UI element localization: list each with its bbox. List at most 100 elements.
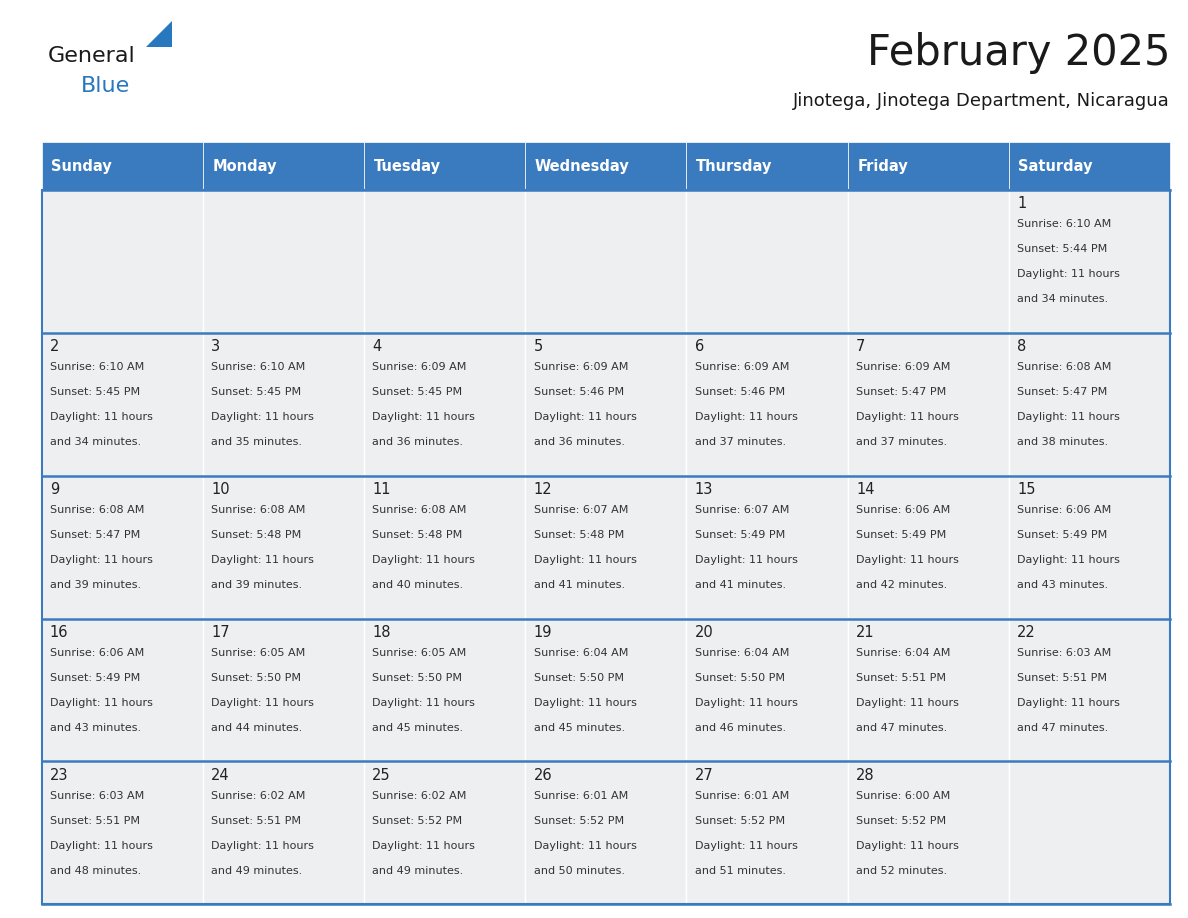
Bar xyxy=(848,619,1009,761)
Bar xyxy=(525,190,687,333)
Text: 10: 10 xyxy=(211,482,229,498)
Text: Daylight: 11 hours: Daylight: 11 hours xyxy=(695,841,797,851)
Text: and 36 minutes.: and 36 minutes. xyxy=(372,437,463,447)
FancyBboxPatch shape xyxy=(364,142,525,190)
Text: Sunrise: 6:10 AM: Sunrise: 6:10 AM xyxy=(211,363,305,372)
Text: and 37 minutes.: and 37 minutes. xyxy=(695,437,786,447)
Text: and 34 minutes.: and 34 minutes. xyxy=(50,437,141,447)
Bar xyxy=(364,190,525,333)
Polygon shape xyxy=(146,21,172,47)
Text: Sunrise: 6:08 AM: Sunrise: 6:08 AM xyxy=(211,505,305,515)
Text: and 46 minutes.: and 46 minutes. xyxy=(695,722,786,733)
Text: Sunset: 5:50 PM: Sunset: 5:50 PM xyxy=(372,673,462,683)
Bar xyxy=(525,476,687,619)
Bar xyxy=(525,333,687,476)
Bar xyxy=(687,476,848,619)
Text: 25: 25 xyxy=(372,767,391,783)
Text: Sunrise: 6:10 AM: Sunrise: 6:10 AM xyxy=(1017,219,1112,230)
Text: Daylight: 11 hours: Daylight: 11 hours xyxy=(695,698,797,708)
Text: Daylight: 11 hours: Daylight: 11 hours xyxy=(533,555,637,565)
Text: 6: 6 xyxy=(695,340,704,354)
Text: 18: 18 xyxy=(372,625,391,640)
Text: Daylight: 11 hours: Daylight: 11 hours xyxy=(533,412,637,422)
Bar xyxy=(203,476,364,619)
Text: 8: 8 xyxy=(1017,340,1026,354)
Text: Sunrise: 6:10 AM: Sunrise: 6:10 AM xyxy=(50,363,144,372)
Text: 3: 3 xyxy=(211,340,220,354)
FancyBboxPatch shape xyxy=(42,142,203,190)
Text: and 49 minutes.: and 49 minutes. xyxy=(372,866,463,876)
Text: Thursday: Thursday xyxy=(696,159,772,174)
Bar xyxy=(687,619,848,761)
Text: Wednesday: Wednesday xyxy=(535,159,630,174)
Text: 9: 9 xyxy=(50,482,59,498)
Text: and 51 minutes.: and 51 minutes. xyxy=(695,866,785,876)
Text: Sunset: 5:50 PM: Sunset: 5:50 PM xyxy=(211,673,301,683)
Text: Sunset: 5:52 PM: Sunset: 5:52 PM xyxy=(857,816,946,826)
Bar xyxy=(1009,761,1170,904)
Text: and 48 minutes.: and 48 minutes. xyxy=(50,866,141,876)
Text: Daylight: 11 hours: Daylight: 11 hours xyxy=(533,698,637,708)
Bar xyxy=(42,761,203,904)
Text: Sunrise: 6:09 AM: Sunrise: 6:09 AM xyxy=(372,363,467,372)
Text: Tuesday: Tuesday xyxy=(373,159,441,174)
FancyBboxPatch shape xyxy=(1009,142,1170,190)
Text: Sunrise: 6:05 AM: Sunrise: 6:05 AM xyxy=(372,648,467,658)
Text: Sunset: 5:47 PM: Sunset: 5:47 PM xyxy=(1017,387,1107,397)
Bar xyxy=(525,619,687,761)
Text: 5: 5 xyxy=(533,340,543,354)
Text: Daylight: 11 hours: Daylight: 11 hours xyxy=(211,412,314,422)
Text: Sunrise: 6:04 AM: Sunrise: 6:04 AM xyxy=(533,648,628,658)
Bar xyxy=(1009,190,1170,333)
Text: General: General xyxy=(48,46,135,66)
Text: 14: 14 xyxy=(857,482,874,498)
Text: Friday: Friday xyxy=(858,159,908,174)
Bar xyxy=(42,190,1170,904)
Text: Sunrise: 6:02 AM: Sunrise: 6:02 AM xyxy=(372,790,467,800)
Text: Sunday: Sunday xyxy=(51,159,112,174)
Text: Sunset: 5:52 PM: Sunset: 5:52 PM xyxy=(695,816,785,826)
Text: Sunset: 5:51 PM: Sunset: 5:51 PM xyxy=(1017,673,1107,683)
Text: and 50 minutes.: and 50 minutes. xyxy=(533,866,625,876)
Text: Sunset: 5:52 PM: Sunset: 5:52 PM xyxy=(372,816,462,826)
Text: Sunset: 5:49 PM: Sunset: 5:49 PM xyxy=(857,530,947,540)
Text: and 45 minutes.: and 45 minutes. xyxy=(533,722,625,733)
Text: Daylight: 11 hours: Daylight: 11 hours xyxy=(372,698,475,708)
FancyBboxPatch shape xyxy=(203,142,364,190)
Text: Blue: Blue xyxy=(81,76,129,96)
Text: Sunset: 5:48 PM: Sunset: 5:48 PM xyxy=(211,530,302,540)
Bar xyxy=(687,333,848,476)
Text: Sunset: 5:51 PM: Sunset: 5:51 PM xyxy=(50,816,140,826)
Text: Sunset: 5:48 PM: Sunset: 5:48 PM xyxy=(533,530,624,540)
Bar xyxy=(203,190,364,333)
Text: and 39 minutes.: and 39 minutes. xyxy=(50,580,141,590)
Text: and 37 minutes.: and 37 minutes. xyxy=(857,437,947,447)
Text: 24: 24 xyxy=(211,767,229,783)
Text: Sunset: 5:51 PM: Sunset: 5:51 PM xyxy=(211,816,301,826)
Text: Daylight: 11 hours: Daylight: 11 hours xyxy=(1017,698,1120,708)
Text: February 2025: February 2025 xyxy=(867,32,1170,74)
Bar xyxy=(203,761,364,904)
Text: and 35 minutes.: and 35 minutes. xyxy=(211,437,302,447)
Text: Daylight: 11 hours: Daylight: 11 hours xyxy=(857,841,959,851)
Text: 26: 26 xyxy=(533,767,552,783)
Bar xyxy=(364,761,525,904)
Bar xyxy=(848,476,1009,619)
Text: Sunrise: 6:03 AM: Sunrise: 6:03 AM xyxy=(1017,648,1112,658)
Text: Sunrise: 6:01 AM: Sunrise: 6:01 AM xyxy=(533,790,627,800)
Text: Sunset: 5:44 PM: Sunset: 5:44 PM xyxy=(1017,244,1107,254)
Text: 15: 15 xyxy=(1017,482,1036,498)
Text: Daylight: 11 hours: Daylight: 11 hours xyxy=(372,555,475,565)
Text: Sunrise: 6:05 AM: Sunrise: 6:05 AM xyxy=(211,648,305,658)
Text: 11: 11 xyxy=(372,482,391,498)
Text: Daylight: 11 hours: Daylight: 11 hours xyxy=(1017,412,1120,422)
Text: 1: 1 xyxy=(1017,196,1026,211)
Text: Sunrise: 6:01 AM: Sunrise: 6:01 AM xyxy=(695,790,789,800)
Bar xyxy=(525,761,687,904)
Text: Sunset: 5:45 PM: Sunset: 5:45 PM xyxy=(50,387,140,397)
Text: Sunrise: 6:06 AM: Sunrise: 6:06 AM xyxy=(1017,505,1112,515)
Text: Sunset: 5:45 PM: Sunset: 5:45 PM xyxy=(372,387,462,397)
Bar xyxy=(364,619,525,761)
Text: and 42 minutes.: and 42 minutes. xyxy=(857,580,947,590)
Text: and 47 minutes.: and 47 minutes. xyxy=(1017,722,1108,733)
